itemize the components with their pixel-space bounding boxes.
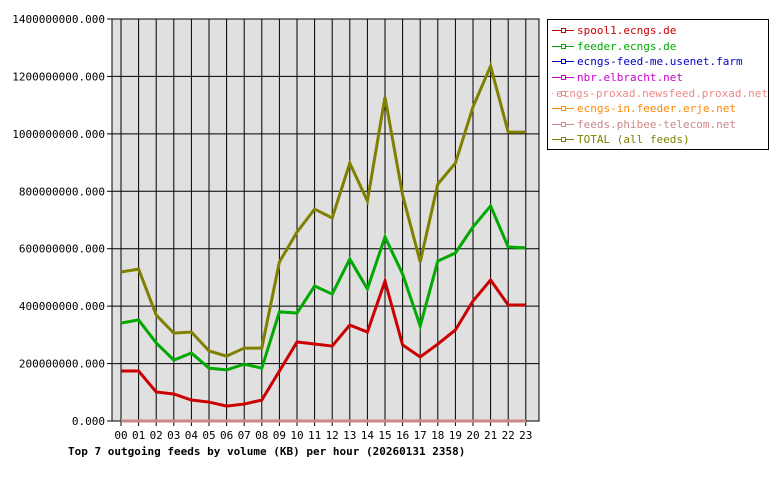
x-tick-label: 04	[185, 429, 199, 442]
legend-line-marker-icon	[552, 42, 574, 51]
series-lines	[120, 61, 526, 423]
y-tick-label: 1400000000.000	[12, 13, 105, 26]
y-tick-label: 0.000	[72, 415, 105, 428]
x-tick-label: 07	[238, 429, 251, 442]
legend: spool1.ecngs.de feeder.ecngs.de ecngs-feed…	[547, 19, 769, 150]
x-tick-label: 09	[273, 429, 286, 442]
x-tick-label: 20	[466, 429, 479, 442]
x-tick-label: 17	[414, 429, 427, 442]
x-tick-label: 01	[132, 429, 145, 442]
y-tick-label: 200000000.000	[19, 358, 105, 371]
legend-line-marker-icon	[552, 73, 574, 82]
x-tick-label: 21	[484, 429, 497, 442]
plot-area	[111, 18, 540, 422]
legend-label: feeds.phibee-telecom.net	[577, 117, 736, 131]
x-axis: 00 01 02 03 04 05 06 07 08 09 10 11 12 13 14 15 16 17 18 19…	[114, 421, 532, 442]
x-tick-label: 23	[519, 429, 532, 442]
series-line	[120, 61, 526, 358]
x-tick-label: 19	[449, 429, 462, 442]
legend-label: ecngs-in.feeder.erje.net	[577, 102, 736, 116]
series-line	[121, 276, 526, 408]
legend-label: spool1.ecngs.de	[577, 24, 677, 38]
x-tick-label: 16	[396, 429, 409, 442]
legend-item: spool1.ecngs.de	[548, 23, 768, 39]
legend-item: nbr.elbracht.net	[548, 70, 768, 86]
x-tick-label: 10	[290, 429, 303, 442]
legend-line-marker-icon	[552, 120, 574, 129]
x-tick-label: 00	[114, 429, 127, 442]
x-tick-label: 22	[502, 429, 515, 442]
legend-line-marker-icon	[552, 57, 574, 66]
x-tick-label: 18	[431, 429, 444, 442]
x-tick-label: 13	[343, 429, 356, 442]
y-tick-label: 400000000.000	[19, 300, 105, 313]
x-tick-label: 11	[308, 429, 321, 442]
legend-line-marker-icon	[552, 89, 568, 98]
y-axis: 0.000 200000000.000 400000000.000 600000000…	[12, 13, 112, 428]
x-tick-label: 06	[220, 429, 233, 442]
legend-item: feeds.phibee-telecom.net	[548, 117, 768, 133]
legend-item: feeder.ecngs.de	[548, 39, 768, 55]
y-tick-label: 1200000000.000	[12, 70, 105, 83]
legend-item: ecngs-in.feeder.erje.net	[548, 101, 768, 117]
x-tick-label: 08	[255, 429, 268, 442]
legend-label: ecngs-feed-me.usenet.farm	[577, 55, 743, 69]
y-tick-label: 600000000.000	[19, 243, 105, 256]
y-tick-label: 800000000.000	[19, 185, 105, 198]
legend-item: ecngs-proxad.newsfeed.proxad.net	[548, 85, 768, 101]
x-tick-label: 05	[202, 429, 215, 442]
x-tick-label: 02	[150, 429, 163, 442]
legend-item: TOTAL (all feeds)	[548, 132, 768, 148]
x-tick-label: 14	[361, 429, 375, 442]
legend-label: feeder.ecngs.de	[577, 39, 677, 53]
legend-item: ecngs-feed-me.usenet.farm	[548, 54, 768, 70]
legend-line-marker-icon	[552, 104, 574, 113]
legend-label: TOTAL (all feeds)	[577, 133, 690, 147]
legend-label: ecngs-proxad.newsfeed.proxad.net	[556, 86, 768, 100]
legend-line-marker-icon	[552, 135, 574, 144]
y-tick-label: 1000000000.000	[12, 128, 105, 141]
series-line	[120, 203, 526, 372]
x-tick-label: 12	[326, 429, 339, 442]
x-tick-label: 15	[378, 429, 391, 442]
legend-line-marker-icon	[552, 26, 574, 35]
chart-title: Top 7 outgoing feeds by volume (KB) per …	[68, 445, 465, 458]
legend-label: nbr.elbracht.net	[577, 71, 683, 85]
x-tick-label: 03	[167, 429, 180, 442]
